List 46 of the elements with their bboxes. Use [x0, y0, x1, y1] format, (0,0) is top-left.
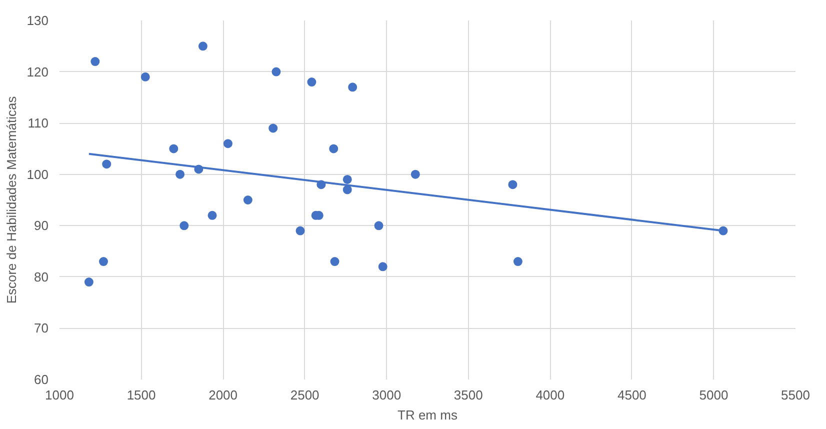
point — [374, 221, 384, 230]
x-tick-label: 1000 — [45, 388, 74, 402]
point — [342, 174, 352, 184]
x-tick-label: 2500 — [290, 388, 320, 402]
point — [307, 78, 316, 87]
point — [348, 82, 358, 92]
y-tick-label: 100 — [26, 166, 49, 182]
point — [243, 196, 252, 204]
point — [296, 226, 305, 236]
point — [98, 257, 108, 266]
x-tick-label: 3000 — [372, 388, 402, 402]
point — [90, 57, 100, 66]
point — [330, 257, 340, 266]
x-tick-label: 5500 — [781, 388, 810, 402]
point — [223, 139, 232, 148]
x-tick-label: 2000 — [208, 388, 238, 402]
point — [268, 124, 278, 133]
y-tick-label: 60 — [34, 372, 49, 387]
point — [342, 185, 352, 194]
point — [378, 262, 388, 272]
point — [84, 278, 94, 287]
point — [198, 42, 208, 51]
point — [513, 257, 522, 266]
x-tick-label: 3500 — [454, 388, 483, 402]
y-tick-label: 110 — [28, 116, 49, 131]
point — [169, 144, 178, 154]
point — [508, 180, 518, 190]
y-axis-title: Escore de Habilidades Matemáticas — [4, 96, 19, 304]
y-tick-label: 80 — [34, 269, 49, 284]
point — [180, 221, 189, 230]
y-tick-label: 120 — [26, 64, 49, 80]
point — [140, 72, 150, 82]
point — [102, 160, 112, 169]
point — [176, 170, 185, 179]
point — [208, 210, 217, 220]
y-tick-label: 90 — [34, 218, 49, 234]
y-tick-label: 70 — [34, 320, 49, 336]
x-axis-title: TR em ms — [398, 408, 458, 422]
x-tick-label: 4500 — [617, 388, 646, 402]
point — [329, 144, 338, 154]
point — [272, 67, 281, 76]
x-tick-label: 4000 — [536, 388, 565, 402]
point — [410, 170, 420, 179]
x-tick-label: 5000 — [699, 388, 728, 402]
x-tick-label: 1500 — [126, 388, 156, 402]
y-tick-label: 130 — [26, 13, 49, 28]
